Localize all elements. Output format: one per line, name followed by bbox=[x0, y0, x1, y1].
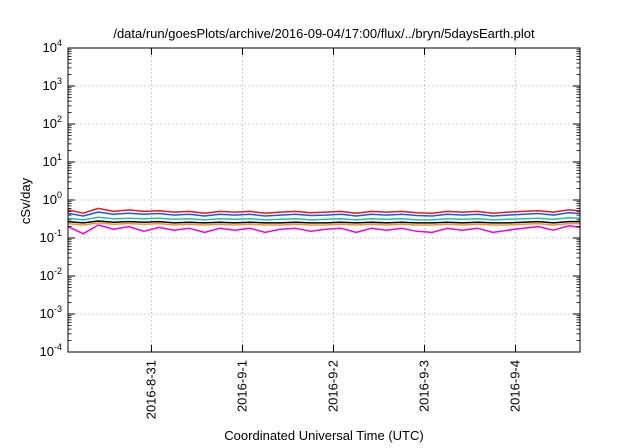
series-line bbox=[67, 207, 581, 214]
x-tick-label: 2016-8-31 bbox=[143, 360, 158, 419]
y-tick-label: 101 bbox=[43, 152, 62, 169]
x-axis-label: Coordinated Universal Time (UTC) bbox=[224, 428, 423, 443]
series-line bbox=[67, 224, 581, 235]
y-tick-label: 10-2 bbox=[40, 266, 62, 283]
y-tick-labels: 10-4 10-3 10-2 10-1 100 101 102 103 104 bbox=[40, 38, 580, 359]
y-tick-label: 10-3 bbox=[40, 304, 62, 321]
y-tick-label: 102 bbox=[43, 114, 62, 131]
x-tick-label: 2016-9-4 bbox=[508, 360, 523, 412]
y-tick-label: 104 bbox=[43, 38, 62, 55]
series-layer bbox=[67, 207, 581, 235]
x-tick-label: 2016-9-3 bbox=[417, 360, 432, 412]
series-line bbox=[67, 220, 580, 224]
y-tick-label: 100 bbox=[43, 190, 62, 207]
series-line bbox=[67, 222, 580, 226]
chart-title: /data/run/goesPlots/archive/2016-09-04/1… bbox=[113, 26, 535, 41]
x-tick-label: 2016-9-2 bbox=[325, 360, 340, 412]
y-axis-label: cSv/day bbox=[18, 177, 33, 224]
x-tick-labels: 2016-8-31 2016-9-1 2016-9-2 2016-9-3 2016-9-… bbox=[143, 48, 523, 419]
x-tick-label: 2016-9-1 bbox=[234, 360, 249, 412]
y-tick-label: 10-1 bbox=[40, 228, 62, 245]
series-line bbox=[67, 216, 581, 221]
y-tick-label: 10-4 bbox=[40, 342, 62, 359]
series-line bbox=[67, 211, 581, 217]
y-tick-label: 103 bbox=[43, 76, 62, 93]
grid bbox=[68, 48, 580, 352]
